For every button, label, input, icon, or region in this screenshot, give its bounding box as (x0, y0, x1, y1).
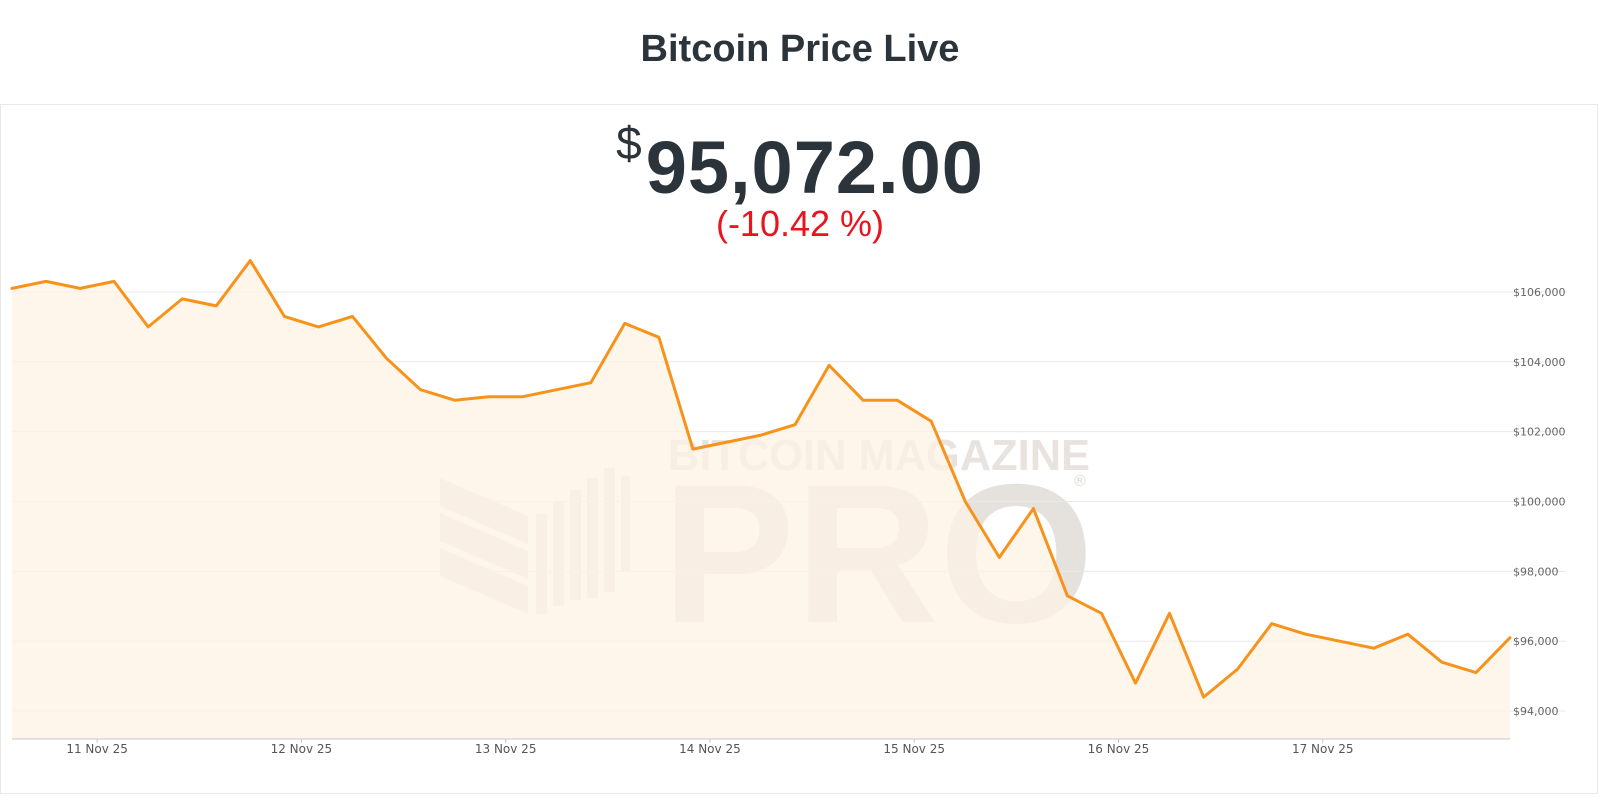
page-title: Bitcoin Price Live (640, 28, 960, 70)
x-tick-label: 14 Nov 25 (679, 742, 741, 756)
x-axis-ticks: 11 Nov 25 12 Nov 25 13 Nov 25 14 Nov 25 15 N… (66, 739, 1354, 756)
currency-symbol: $ (616, 117, 642, 169)
y-tick-label: $102,000 (1513, 426, 1566, 439)
y-tick-label: $94,000 (1513, 705, 1559, 718)
x-tick-label: 11 Nov 25 (66, 742, 128, 756)
y-axis-ticks: $94,000 $96,000 $98,000 $100,000 $102,000 $10… (1513, 286, 1566, 718)
y-tick-label: $96,000 (1513, 635, 1559, 648)
x-tick-label: 12 Nov 25 (271, 742, 333, 756)
watermark-registered: ® (1074, 473, 1086, 490)
price-area (12, 260, 1510, 739)
price-line (10, 259, 1512, 699)
x-tick-label: 13 Nov 25 (475, 742, 537, 756)
y-tick-label: $104,000 (1513, 356, 1566, 369)
x-tick-label: 16 Nov 25 (1088, 742, 1150, 756)
x-tick-label: 15 Nov 25 (883, 742, 945, 756)
y-tick-label: $100,000 (1513, 495, 1566, 508)
price-value: 95,072.00 (645, 126, 984, 209)
x-tick-label: 17 Nov 25 (1292, 742, 1354, 756)
y-tick-label: $106,000 (1513, 286, 1566, 299)
price-change: (-10.42 %) (715, 203, 885, 244)
price-display: $95,072.00 (0, 120, 1600, 205)
y-tick-label: $98,000 (1513, 565, 1559, 578)
